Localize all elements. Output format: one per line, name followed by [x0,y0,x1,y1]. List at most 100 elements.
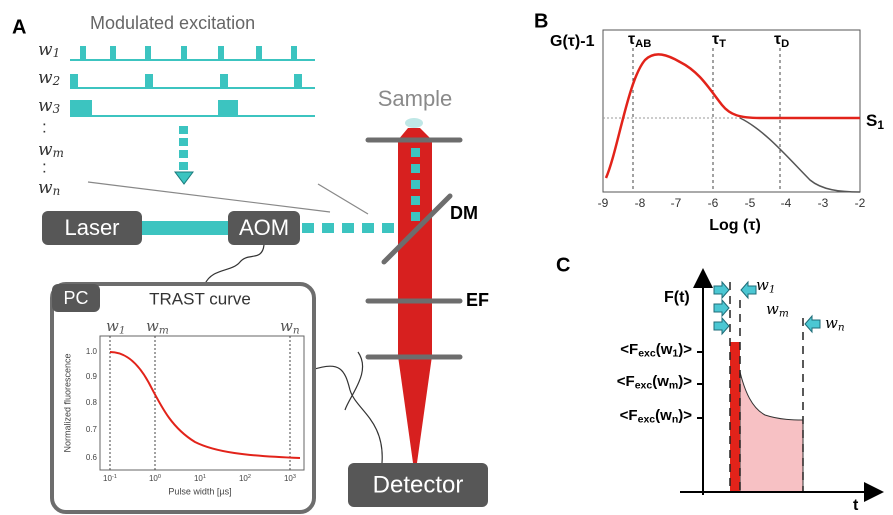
text-part: 10 [103,474,112,483]
laser-beam [140,221,230,235]
panel-label: A [12,16,26,38]
x-tick-label: 100 [149,474,161,483]
width-label: w1 [756,276,776,296]
x-tick-label: 102 [239,474,251,483]
laser-label: Laser [64,215,119,240]
optics [365,137,463,360]
width-label: wm [766,300,789,320]
y-tick-label: 0.6 [86,453,98,462]
text-part: w [38,96,53,116]
pulse-label: wm [38,140,64,161]
y-tick-label: 1.0 [86,347,98,356]
g-marker-label: τT [712,31,726,50]
superscript: 3 [293,474,296,480]
x-tick-label: 103 [284,474,296,483]
pulse-label: w3 [38,96,60,117]
superscript: 2 [248,474,251,480]
subscript: n [53,184,61,198]
text-part: w [825,314,838,332]
text-part: )> [678,373,692,390]
text-part: <F [617,373,635,390]
trast-y-ticks: 1.0 0.9 0.8 0.7 0.6 [86,347,98,462]
subscript: exc [638,413,656,425]
zoom-lines [87,181,369,215]
text-part: w [106,317,119,335]
subscript: 2 [52,74,61,88]
text-part: 10 [149,474,158,483]
pulse-area [730,342,740,492]
text-part: τ [628,31,635,48]
text-part: τ [774,31,781,48]
dots: : [42,157,47,176]
trast-marker-label: w1 [106,317,126,337]
width-label: wn [825,314,845,334]
text-part: S [866,111,877,130]
trast-x-label: Pulse width [µs] [168,486,231,496]
f-x-label: t [853,497,859,514]
trast-y-label: Normalized fluorescence [62,353,72,452]
text-part: w [38,178,53,198]
panel-label: C [556,254,570,276]
level-ticks [697,351,703,419]
cables [204,244,383,464]
pulse-label: w1 [38,40,60,61]
subscript: m [53,146,64,160]
g-markers [632,48,781,192]
superscript: -1 [112,474,117,480]
pulses [70,46,302,116]
dashed-excitation [411,148,420,221]
subscript: 1 [769,284,776,296]
subscript: exc [635,379,653,391]
x-tick-label: 10-1 [103,474,117,483]
text-part: w [766,300,779,318]
pc-label: PC [63,288,88,308]
subscript: 1 [672,347,678,359]
detector-label: Detector [373,471,464,498]
text-part: (w [655,407,672,424]
subscript: 1 [119,325,126,337]
text-part: (w [656,341,673,358]
response-area [739,371,804,493]
x-tick-label: -5 [745,196,756,210]
g-curve [604,53,860,179]
subscript: AB [635,38,651,50]
trast-curve [109,351,301,459]
level-label: <Fexc(wn)> [620,407,693,425]
dm-label: DM [450,203,478,223]
pulse-label: wn [38,178,60,199]
subscript: 1 [877,118,884,132]
g-marker-label: τD [774,31,789,50]
text-part: w [756,276,769,294]
text-part: w [38,140,53,160]
trast-marker-label: wm [146,317,169,337]
subscript: 1 [53,46,61,60]
dashed-beam [302,223,394,233]
y-tick-label: 0.9 [86,372,98,381]
subscript: 3 [53,102,61,116]
trast-x-ticks: 10-1 100 101 102 103 [103,474,296,483]
x-tick-label: -2 [855,196,866,210]
x-tick-label: -8 [635,196,646,210]
width-arrows [713,280,821,336]
f-y-label: F(t) [664,289,690,306]
text-part: w [38,68,53,88]
g-decay [739,117,861,193]
curve-label: S1 [866,111,884,132]
text-part: <F [620,341,638,358]
subscript: m [669,379,678,391]
laser-box [42,211,142,245]
subscript: n [672,413,678,425]
trast-marker-label: wn [280,317,300,337]
y-tick-label: 0.8 [86,398,98,407]
aom-label: AOM [239,215,289,240]
sample-label: Sample [378,86,453,111]
x-tick-label: 101 [194,474,206,483]
subscript: T [719,38,726,50]
text-part: )> [678,341,692,358]
text-part: τ [712,31,719,48]
superscript: 1 [203,474,206,480]
g-x-ticks: -9 -8 -7 -6 -5 -4 -3 -2 [598,196,866,210]
level-label: <Fexc(wm)> [617,373,692,391]
g-x-label: Log (τ) [709,217,761,234]
g-axes [602,29,861,193]
